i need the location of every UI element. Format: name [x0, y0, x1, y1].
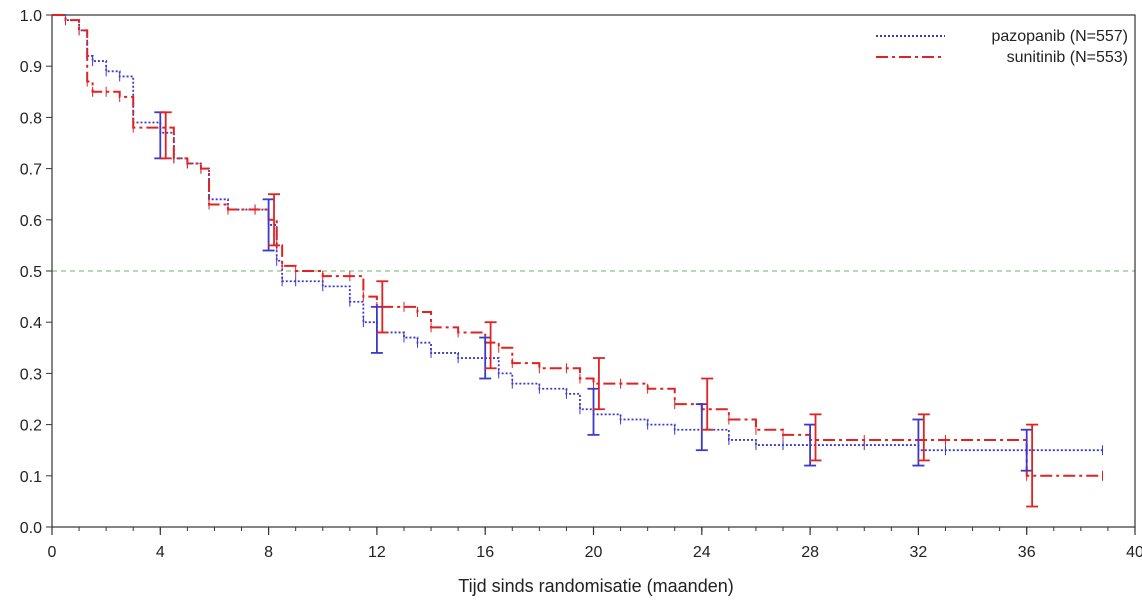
error-bar-layer: [154, 111, 1039, 508]
x-tick-label: 4: [156, 544, 165, 561]
y-tick-label: 0.1: [20, 469, 42, 486]
x-tick-label: 8: [264, 544, 273, 561]
legend-label: sunitinib (N=553): [1007, 49, 1128, 66]
axes-layer: 0.0 0.1 0.2 0.3 0.4 0.5 0.6 0.7 0.8 0.9 1.0 0 4 8 12 16…: [20, 8, 1142, 561]
x-tick-label: 32: [910, 544, 928, 561]
y-tick-label: 0.5: [20, 264, 42, 281]
y-tick-label: 0.9: [20, 59, 42, 76]
y-tick-label: 0.7: [20, 162, 42, 179]
x-tick-label: 24: [693, 544, 711, 561]
x-tick-label: 20: [585, 544, 603, 561]
x-axis-title: Tijd sinds randomisatie (maanden): [458, 576, 733, 596]
y-tick-label: 1.0: [20, 8, 42, 25]
x-tick-label: 16: [476, 544, 494, 561]
y-tick-label: 0.6: [20, 213, 42, 230]
y-tick-label: 0.0: [20, 520, 42, 537]
x-tick-label: 36: [1018, 544, 1036, 561]
y-tick-label: 0.2: [20, 418, 42, 435]
series-layer: [52, 14, 1104, 481]
series-line-pazopanib: [52, 14, 1103, 452]
x-tick-label: 28: [801, 544, 819, 561]
x-tick-label: 12: [368, 544, 386, 561]
y-tick-label: 0.4: [20, 315, 42, 332]
x-tick-label: 0: [48, 544, 57, 561]
y-tick-label: 0.3: [20, 366, 42, 383]
y-tick-label: 0.8: [20, 110, 42, 127]
legend: pazopanib (N=557) sunitinib (N=553): [876, 28, 1128, 66]
legend-label: pazopanib (N=557): [991, 28, 1128, 45]
x-tick-label: 40: [1126, 544, 1142, 561]
series-line-sunitinib: [52, 14, 1103, 477]
